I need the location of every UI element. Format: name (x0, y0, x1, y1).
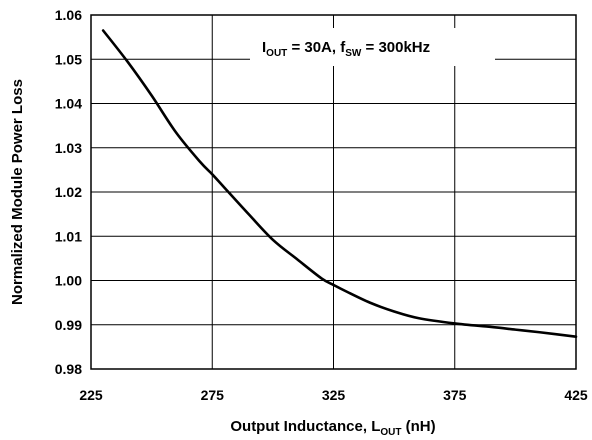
x-tick-label: 425 (564, 387, 588, 403)
y-tick-label: 0.98 (55, 361, 82, 377)
y-tick-label: 1.02 (55, 184, 82, 200)
series-line-0 (101, 29, 578, 338)
x-tick-label: 325 (322, 387, 346, 403)
y-tick-label: 1.06 (55, 7, 82, 23)
y-tick-label: 1.05 (55, 51, 82, 67)
annotation: IOUT = 30A, fSW = 300kHz (262, 39, 430, 59)
y-tick-label: 1.00 (55, 273, 82, 289)
y-tick-label: 1.03 (55, 140, 82, 156)
x-tick-label: 275 (201, 387, 225, 403)
x-tick-label: 375 (443, 387, 467, 403)
y-tick-labels: 0.98 0.99 1.00 1.01 1.02 1.03 1.04 1.05 1.06 (55, 7, 82, 377)
x-axis-title: Output Inductance, LOUT (nH) (230, 418, 435, 438)
series-layer (101, 29, 578, 338)
grid-lines (91, 15, 576, 369)
annotation-background (250, 28, 495, 66)
plot-frame (90, 14, 577, 370)
y-axis-title: Normalized Module Power Loss (9, 79, 26, 305)
y-tick-label: 1.01 (55, 228, 82, 244)
x-tick-label: 225 (79, 387, 103, 403)
y-tick-label: 1.04 (55, 96, 82, 112)
x-tick-labels: 225 275 325 375 425 (79, 387, 588, 403)
y-tick-label: 0.99 (55, 317, 82, 333)
